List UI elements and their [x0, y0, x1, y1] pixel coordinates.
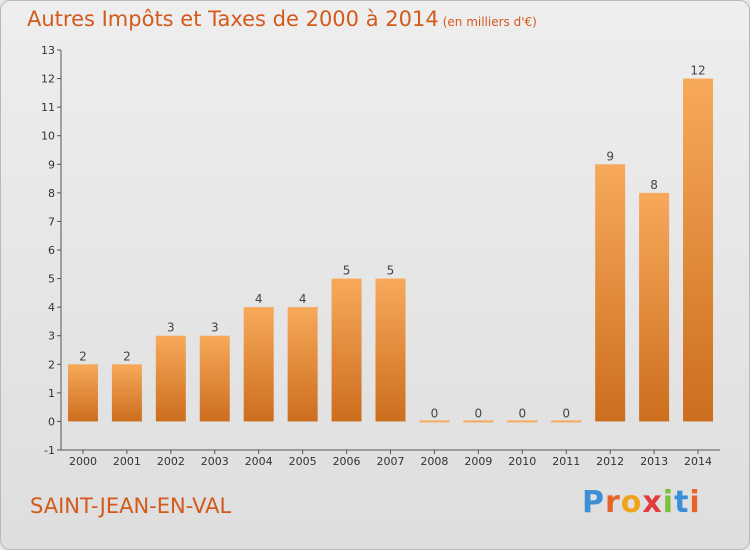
x-tick-label-2000: 2000 [69, 455, 97, 468]
bar-2006 [331, 278, 362, 422]
y-tick-label: 0 [48, 415, 55, 428]
data-label-2003: 3 [211, 321, 219, 335]
bar-2011 [551, 420, 582, 423]
x-tick-label-2014: 2014 [684, 455, 712, 468]
proxiti-logo: Proxiti [582, 485, 701, 520]
y-tick-label: 7 [48, 215, 55, 228]
bar-2003 [199, 335, 230, 422]
commune-name: SAINT-JEAN-EN-VAL [30, 494, 232, 518]
data-label-2014: 12 [690, 64, 705, 78]
x-tick-label-2008: 2008 [420, 455, 448, 468]
bar-2004 [243, 307, 274, 422]
y-tick-label: 4 [48, 301, 55, 314]
bar-2012 [595, 164, 626, 422]
bar-2005 [287, 307, 318, 422]
y-tick-label: 2 [48, 358, 55, 371]
chart-title: Autres Impôts et Taxes de 2000 à 2014 (en… [27, 7, 537, 31]
y-tick-label: 11 [41, 101, 55, 114]
x-tick-label-2011: 2011 [552, 455, 580, 468]
x-tick-label-2001: 2001 [113, 455, 141, 468]
data-label-2008: 0 [431, 406, 439, 420]
y-tick-label: 13 [41, 44, 55, 57]
chart-title-text: Autres Impôts et Taxes de 2000 à 2014 [27, 7, 439, 31]
chart-unit: (en milliers d'€) [442, 15, 537, 29]
data-label-2006: 5 [343, 264, 351, 278]
bar-2014 [683, 78, 714, 422]
y-tick-label: 8 [48, 187, 55, 200]
y-tick-label: 9 [48, 158, 55, 171]
x-tick-label-2010: 2010 [508, 455, 536, 468]
y-tick-label: 5 [48, 273, 55, 286]
y-tick-label: 12 [41, 73, 55, 86]
x-tick-label-2004: 2004 [245, 455, 273, 468]
bar-2008 [419, 420, 450, 423]
data-label-2000: 2 [79, 349, 87, 363]
data-label-2009: 0 [475, 406, 483, 420]
data-label-2001: 2 [123, 349, 131, 363]
data-label-2010: 0 [518, 406, 526, 420]
bar-2009 [463, 420, 494, 423]
y-tick-label: 10 [41, 130, 55, 143]
x-tick-label-2005: 2005 [289, 455, 317, 468]
x-tick-label-2006: 2006 [333, 455, 361, 468]
data-label-2004: 4 [255, 292, 263, 306]
y-tick-label: 1 [48, 387, 55, 400]
y-tick-label: -1 [44, 444, 55, 457]
y-tick-label: 6 [48, 244, 55, 257]
bar-2000 [67, 364, 98, 422]
bar-2013 [639, 192, 670, 422]
x-tick-label-2009: 2009 [464, 455, 492, 468]
bar-2007 [375, 278, 406, 422]
data-label-2007: 5 [387, 264, 395, 278]
x-tick-label-2002: 2002 [157, 455, 185, 468]
data-label-2002: 3 [167, 321, 175, 335]
bar-2001 [111, 364, 142, 422]
y-tick-label: 3 [48, 330, 55, 343]
x-tick-label-2007: 2007 [377, 455, 405, 468]
bar-2010 [507, 420, 538, 423]
x-tick-label-2003: 2003 [201, 455, 229, 468]
bar-2002 [155, 335, 186, 422]
data-label-2005: 4 [299, 292, 307, 306]
x-tick-label-2012: 2012 [596, 455, 624, 468]
x-tick-label-2013: 2013 [640, 455, 668, 468]
data-label-2011: 0 [562, 406, 570, 420]
data-label-2012: 9 [606, 149, 614, 163]
data-label-2013: 8 [650, 178, 658, 192]
